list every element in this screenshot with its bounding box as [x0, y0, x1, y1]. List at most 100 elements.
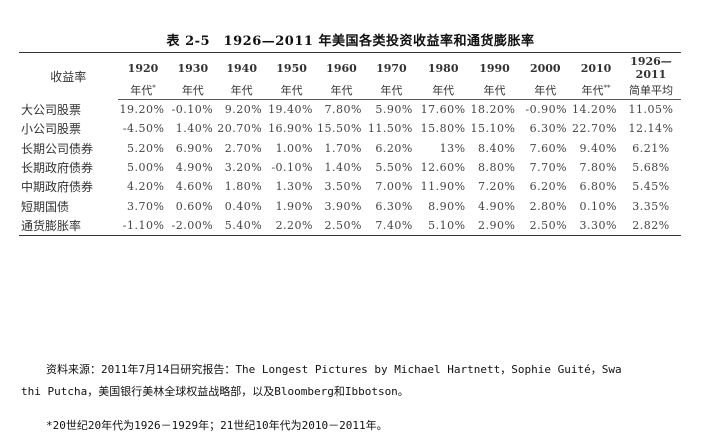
table-cell: 11.90%	[420, 180, 466, 194]
table-cell-avg: 3.35%	[632, 199, 670, 213]
table-cell: 0.10%	[579, 199, 617, 213]
table-title: 表 2-5 1926—2011 年美国各类投资收益率和通货膨胀率	[166, 34, 535, 49]
header-sub: 年代	[168, 81, 218, 100]
row-label: 通货膨胀率	[19, 215, 118, 237]
header-year: 1980	[416, 52, 470, 81]
header-sub: 年代	[317, 81, 366, 100]
table-cell: 1.40%	[175, 122, 214, 136]
header-year: 1960	[317, 52, 366, 81]
table-cell-avg: 11.05%	[628, 103, 674, 117]
row-label: 小公司股票	[21, 122, 82, 137]
table-cell: 4.90%	[478, 199, 516, 213]
table-cell: 5.20%	[126, 141, 165, 155]
header-sub: 年代*	[117, 81, 169, 100]
table-cell: -4.50%	[122, 122, 165, 136]
table-cell: 5.10%	[416, 215, 470, 237]
table-cell: 0.40%	[224, 199, 263, 213]
table-cell: -0.90%	[525, 103, 568, 117]
header-year: 2000	[519, 52, 572, 81]
table-row: 长期政府债券 5.00% 4.90% 3.20% -0.10% 1.40% 5.…	[19, 158, 681, 177]
table-cell: 1.90%	[275, 199, 314, 213]
table-cell: 7.80%	[579, 161, 617, 175]
table-cell: -0.10%	[271, 161, 314, 175]
header-year: 2010	[571, 52, 621, 81]
source-note-line1: 资料来源：2011年7月14日研究报告：The Longest Pictures…	[46, 363, 622, 376]
table-cell: 1.00%	[275, 141, 314, 155]
header-sub: 年代	[416, 81, 470, 100]
table-cell: 1.30%	[275, 180, 314, 194]
header-sub: 年代**	[571, 81, 621, 100]
table-cell: 7.70%	[529, 161, 568, 175]
header-sub: 年代	[266, 81, 318, 100]
header-row-years: 收益率 1920 1930 1940 1950 1960 1970 1980 1…	[19, 52, 681, 100]
table-cell: 7.00%	[375, 180, 413, 194]
returns-table: 收益率 1920 1930 1940 1950 1960 1970 1980 1…	[19, 52, 681, 237]
footnote-mark: **	[603, 84, 611, 92]
header-year: 1930	[168, 52, 218, 81]
table-row: 短期国债 3.70% 0.60% 0.40% 1.90% 3.90% 6.30%…	[19, 196, 681, 215]
footnote-mark: *	[152, 84, 156, 92]
table-cell: 11.50%	[367, 122, 413, 136]
table-cell: 7.60%	[529, 141, 568, 155]
header-year: 1970	[365, 52, 417, 81]
table-row: 小公司股票 -4.50% 1.40% 20.70% 16.90% 15.50% …	[19, 119, 681, 138]
table-cell: 16.90%	[268, 122, 314, 136]
header-row-sub: 年代* 年代 年代 年代 年代 年代 年代 年代 年代 年代** 简单平均	[19, 81, 681, 100]
table-cell: 7.20%	[478, 180, 516, 194]
table-cell: 4.90%	[175, 161, 214, 175]
table-cell: 7.40%	[365, 215, 417, 237]
table-cell: 4.20%	[126, 180, 165, 194]
table-cell: 5.90%	[375, 103, 413, 117]
table-cell: 0.60%	[175, 199, 214, 213]
table-cell: 1.70%	[324, 141, 362, 155]
table-cell: 8.80%	[478, 161, 516, 175]
row-label: 大公司股票	[21, 102, 82, 117]
table-row: 长期公司债券 5.20% 6.90% 2.70% 1.00% 1.70% 6.2…	[19, 139, 681, 158]
table-cell: 6.20%	[375, 141, 413, 155]
header-year: 1950	[266, 52, 318, 81]
table-cell: 9.20%	[224, 103, 263, 117]
table-cell: 18.20%	[470, 103, 516, 117]
table-cell: 1.80%	[224, 180, 263, 194]
table-cell: 6.90%	[175, 141, 214, 155]
header-label: 收益率	[19, 52, 118, 100]
table-cell: 6.30%	[529, 122, 568, 136]
header-avg-year: 1926—2011	[620, 52, 681, 81]
table-cell: 2.20%	[266, 215, 318, 237]
table-cell: 20.70%	[217, 122, 263, 136]
table-cell-avg: 5.45%	[632, 180, 670, 194]
table-cell: 9.40%	[579, 141, 617, 155]
header-sub: 年代	[469, 81, 520, 100]
table-cell: 2.90%	[469, 215, 520, 237]
table-cell: 15.80%	[420, 122, 466, 136]
decade-footnote: *20世纪20年代为1926－1929年；21世纪10年代为2010－2011年…	[46, 419, 388, 432]
table-cell: 6.20%	[529, 180, 568, 194]
table-cell: 2.80%	[529, 199, 568, 213]
table-cell: 3.50%	[324, 180, 362, 194]
row-label: 中期政府债券	[21, 180, 94, 195]
table-cell: 7.80%	[324, 103, 362, 117]
table-cell: 2.50%	[519, 215, 572, 237]
row-label: 长期政府债券	[21, 161, 94, 176]
table-cell: 6.30%	[375, 199, 413, 213]
header-avg-sub: 简单平均	[620, 81, 681, 100]
table-cell: 5.40%	[217, 215, 267, 237]
table-cell: 2.50%	[317, 215, 366, 237]
table-cell: 14.20%	[572, 103, 617, 117]
row-label: 短期国债	[21, 199, 70, 214]
table-cell: 19.40%	[268, 103, 314, 117]
table-cell: 22.70%	[572, 122, 617, 136]
header-sub: 年代	[217, 81, 267, 100]
table-row: 通货膨胀率 -1.10% -2.00% 5.40% 2.20% 2.50% 7.…	[19, 215, 681, 237]
table-cell: -2.00%	[168, 215, 218, 237]
table-cell: 5.00%	[126, 161, 165, 175]
table-cell: 3.20%	[224, 161, 263, 175]
table-cell: 12.60%	[420, 161, 466, 175]
table-row: 中期政府债券 4.20% 4.60% 1.80% 1.30% 3.50% 7.0…	[19, 177, 681, 196]
table-cell: 8.40%	[478, 141, 516, 155]
table-cell: 19.20%	[119, 103, 165, 117]
header-sub: 年代	[519, 81, 572, 100]
table-cell-avg: 5.68%	[632, 161, 670, 175]
header-sub: 年代	[365, 81, 417, 100]
header-year: 1990	[469, 52, 520, 81]
